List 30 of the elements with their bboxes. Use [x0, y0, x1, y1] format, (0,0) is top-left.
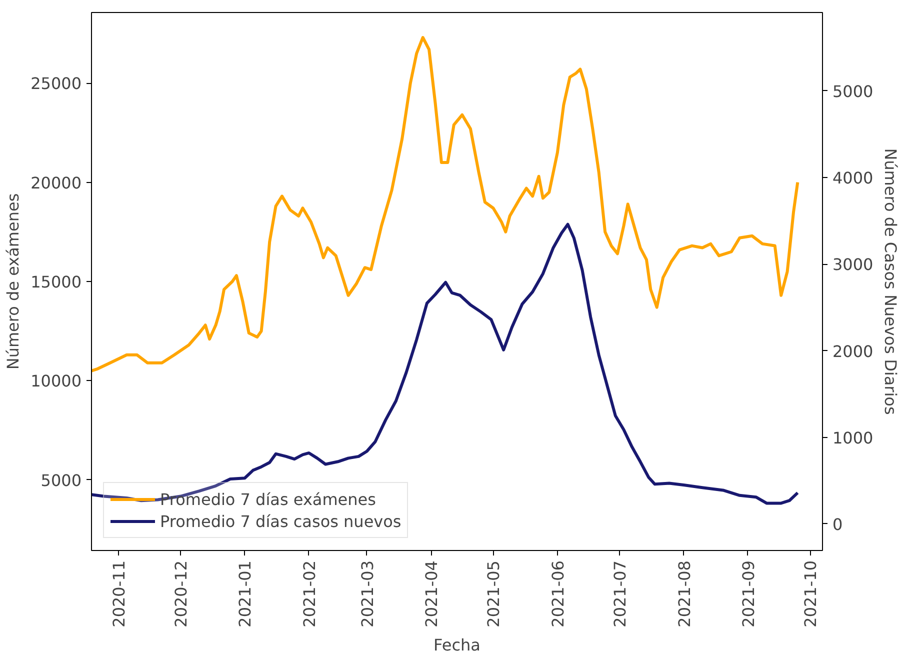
y2-tick-label: 2000 [832, 342, 874, 361]
x-tick-label: 2020-12 [172, 560, 191, 628]
line-series [92, 222, 800, 505]
x-tick-label: 2021-03 [358, 560, 377, 628]
x-axis-title: Fecha [434, 635, 480, 654]
y2-tick-label: 3000 [832, 255, 874, 274]
legend-label: Promedio 7 días exámenes [160, 490, 376, 508]
x-tick-label: 2021-07 [610, 560, 630, 628]
y-tick-label: 25000 [30, 74, 82, 94]
x-tick-label: 2021-09 [738, 560, 758, 628]
y2-axis-title: Número de Casos Nuevos Diarios [881, 148, 900, 415]
x-tick-label: 2021-05 [484, 560, 504, 628]
x-tick-label: 2020-11 [109, 560, 128, 628]
x-tick-label: 2021-04 [422, 560, 442, 628]
legend-label: Promedio 7 días casos nuevos [160, 512, 402, 530]
y2-tick-label: 4000 [832, 168, 874, 188]
x-tick-label: 2021-01 [236, 560, 255, 628]
y2-tick-label: 1000 [832, 428, 874, 448]
x-tick-label: 2021-02 [300, 560, 319, 628]
x-tick-label: 2021-08 [674, 560, 694, 628]
x-tick-label: 2021-10 [801, 560, 820, 628]
y-axis-title: Número de exámenes [4, 193, 23, 370]
y-tick-label: 20000 [30, 173, 82, 192]
y2-tick-label: 0 [832, 515, 843, 534]
y-tick-label: 10000 [30, 372, 82, 391]
y2-tick-label: 5000 [832, 82, 874, 101]
line-series [92, 36, 800, 372]
y-tick-label: 15000 [30, 272, 82, 292]
y-tick-label: 5000 [40, 470, 82, 490]
x-tick-label: 2021-06 [548, 560, 568, 628]
